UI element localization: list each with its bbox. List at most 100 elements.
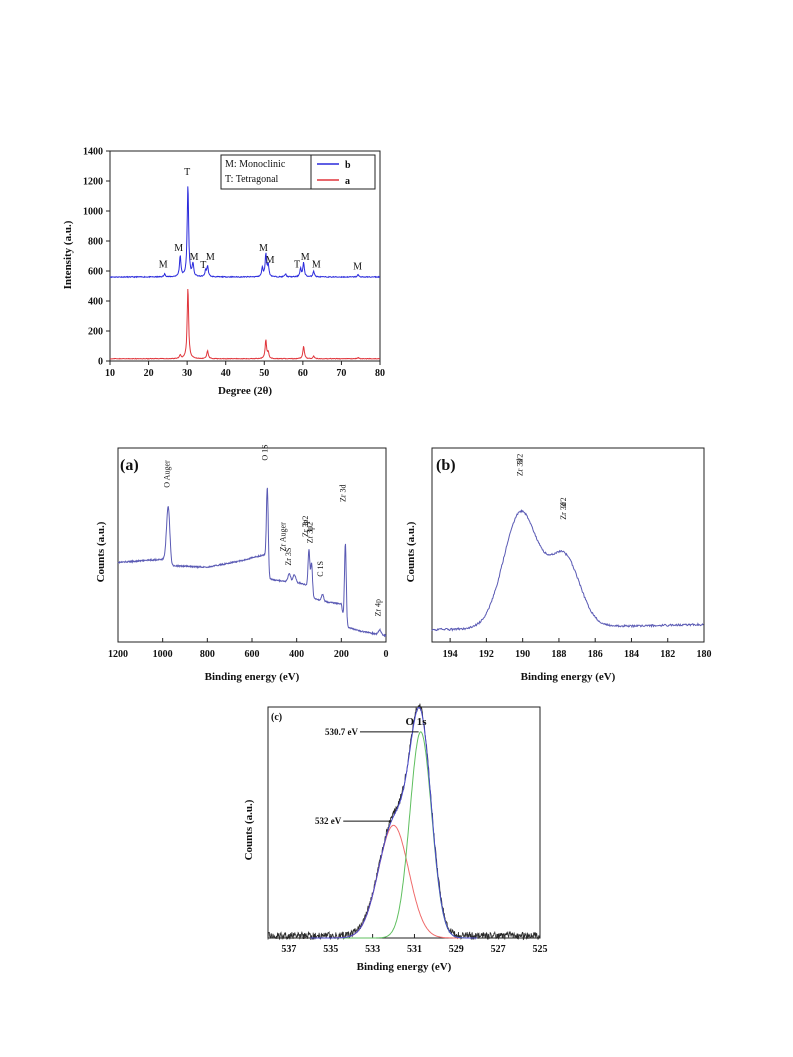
xrd-xtick-label-2: 30 [182,368,192,379]
xrd-series-b-line [109,186,381,279]
xps-c-title: O 1s [405,716,427,728]
xrd-legend-label-a: a [345,176,350,187]
xrd-legend-note-box [220,154,312,190]
xrd-peak-label-5: M [206,252,215,263]
xps-a-ylabel: Counts (a.u.) [95,521,107,582]
xps-b-xtick-label-0: 194 [443,649,458,660]
xps-b-xtick-label-2: 190 [515,649,530,660]
xps-b-xtick-label-3: 188 [551,649,566,660]
xps-a-peak-label-4: Zr 3p [301,519,310,537]
xrd-xlabel: Degree (2θ) [218,385,272,397]
xps-a-xtick-label-3: 600 [245,649,260,660]
xps-c-xtick-label-3: 531 [407,944,422,955]
xrd-xtick-label-5: 60 [298,368,308,379]
xps-c-frame [267,706,541,939]
xps-a-xtick-label-1: 1000 [153,649,173,660]
xps-c-xtick-label-5: 527 [491,944,506,955]
xps-c-component-530-line [310,731,478,939]
xrd-peak-label-9: M [301,252,310,263]
xps-b-xtick-label-6: 182 [660,649,675,660]
xrd-legend-note-monoclinic: M: Monoclinic [225,159,286,170]
xps-c-raw-line [267,703,541,941]
xps-a-plot-area: 1200 1000 800 600 400 200 0 O Auger O 1S Zr Auger… [108,444,389,660]
xrd-xtick-label-1: 20 [144,368,154,379]
xps-a-xtick-label-4: 400 [289,649,304,660]
xrd-peak-label-11: M [353,262,362,273]
xrd-chart: 10 20 30 40 50 60 70 80020040060080010001200140… [62,147,385,398]
xps-b-panel-label: (b) [436,457,456,474]
xrd-peak-label-7: M [266,255,275,266]
xrd-peak-label-0: M [159,259,168,270]
xps-a-peak-label-8: C 1S [316,561,325,577]
xps-survey-chart: 1200 1000 800 600 400 200 0 O Auger O 1S Zr Auger… [95,444,389,683]
xps-b-frame [431,447,705,643]
xrd-legend-note-tetragonal: T: Tetragonal [225,174,279,185]
xps-a-panel-label: (a) [120,457,139,474]
xrd-xtick-label-7: 80 [375,368,385,379]
xrd-xtick-label-3: 40 [221,368,231,379]
xps-a-spectrum-line [117,487,387,638]
xrd-ytick-label-5: 1000 [83,207,103,218]
xps-b-spectrum-line [431,508,704,632]
xps-c-ylabel: Counts (a.u.) [243,799,255,860]
xps-c-xtick-label-6: 525 [533,944,548,955]
xps-a-peak-label-9: Zr 3d [338,484,347,502]
xps-c-xtick-label-4: 529 [449,944,464,955]
xrd-ytick-label-3: 600 [88,267,103,278]
xps-c-fit-line [310,707,478,939]
xps-a-peak-label-5: 3/2 [301,516,310,526]
xrd-legend-label-b: b [345,160,351,171]
xrd-ylabel: Intensity (a.u.) [62,220,74,289]
xps-b-xtick-label-1: 192 [479,649,494,660]
xrd-frame [109,150,381,362]
xps-b-peak-label-3: 3/2 [559,497,568,507]
xps-c-annotation-530: 530.7 eV [325,727,358,737]
xrd-legend-series-box [310,154,376,190]
xrd-xtick-label-4: 50 [259,368,269,379]
xps-a-peak-label-0: O Auger [162,460,171,488]
xps-c-xtick-label-1: 535 [323,944,338,955]
xps-b-ylabel: Counts (a.u.) [405,521,417,582]
xps-c-component-532-line [310,824,478,939]
xps-c-xtick-label-0: 537 [281,944,296,955]
xrd-series-a-line [109,288,381,360]
xps-b-peak-label-0: Zr 3d [516,459,525,477]
xps-a-xtick-label-2: 800 [200,649,215,660]
xrd-ytick-label-0: 0 [98,357,103,368]
xps-b-xtick-label-7: 180 [697,649,712,660]
xps-a-xlabel: Binding energy (eV) [205,671,300,683]
xps-a-peak-label-1: O 1S [260,444,269,460]
xrd-peak-label-3: M [190,252,199,263]
xps-b-peak-label-2: Zr 3d [559,502,568,520]
xps-a-peak-label-6: Zr 3p [306,526,315,544]
xrd-ytick-label-1: 200 [88,327,103,338]
xps-a-xtick-label-0: 1200 [108,649,128,660]
xps-c-plot-area: 537 535 533 531 529 527 525 530.7 eV 532 eV [267,703,548,955]
xps-c-panel-label: (c) [271,712,282,723]
xps-c-xlabel: Binding energy (eV) [357,961,452,973]
xps-b-peak-label-1: 5/2 [516,454,525,464]
xps-a-peak-label-2: Zr Auger [279,522,288,551]
xps-b-xlabel: Binding energy (eV) [521,671,616,683]
xrd-ytick-label-2: 400 [88,297,103,308]
xps-b-xtick-label-5: 184 [624,649,639,660]
xps-a-peak-label-10: Zr 4p [373,599,382,617]
xps-c-xtick-label-2: 533 [365,944,380,955]
xps-a-peak-label-3: Zr 3S [284,548,293,566]
xrd-peak-label-2: T [184,167,190,178]
xrd-peak-label-10: M [312,259,321,270]
xrd-peak-label-6: M [259,243,268,254]
xrd-peak-label-8: T [294,259,300,270]
xps-a-peak-label-7: 1/2 [306,522,315,532]
xps-a-xtick-label-6: 0 [384,649,389,660]
xrd-xtick-label-6: 70 [336,368,346,379]
xrd-ytick-label-4: 800 [88,237,103,248]
xrd-plot-area: 10 20 30 40 50 60 70 80020040060080010001200140… [83,147,385,380]
xrd-ytick-label-6: 1200 [83,177,103,188]
xrd-peak-label-1: M [174,243,183,254]
xrd-peak-label-4: T [200,260,206,271]
xrd-xtick-label-0: 10 [105,368,115,379]
xrd-ytick-label-7: 1400 [83,147,103,158]
